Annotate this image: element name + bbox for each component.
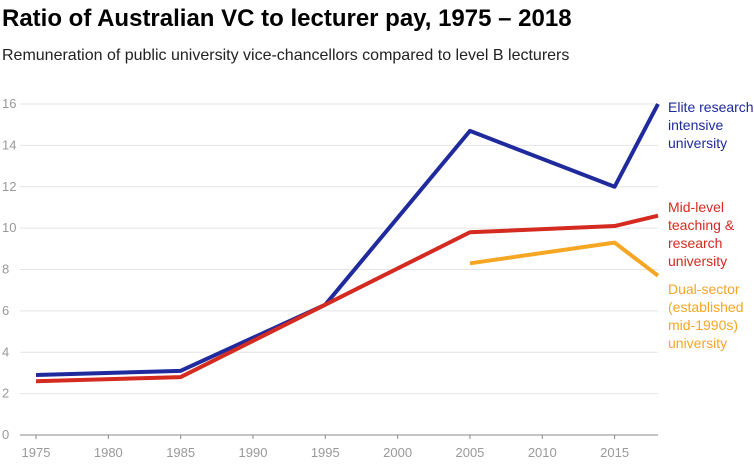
y-tick-label: 6 bbox=[2, 303, 9, 318]
x-tick-label: 2015 bbox=[600, 445, 629, 460]
y-tick-label: 14 bbox=[2, 137, 16, 152]
y-tick-label: 4 bbox=[2, 344, 9, 359]
y-tick-label: 10 bbox=[2, 220, 16, 235]
series-line bbox=[35, 213, 659, 384]
x-tick-label: 1990 bbox=[239, 445, 268, 460]
y-tick-label: 8 bbox=[2, 262, 9, 277]
x-tick-label: 1975 bbox=[22, 445, 51, 460]
x-tick-label: 1980 bbox=[94, 445, 123, 460]
x-tick-label: 2005 bbox=[455, 445, 484, 460]
x-tick-label: 1985 bbox=[166, 445, 195, 460]
series-line bbox=[469, 240, 660, 278]
y-tick-label: 12 bbox=[2, 179, 16, 194]
chart-title: Ratio of Australian VC to lecturer pay, … bbox=[2, 5, 572, 32]
chart-subtitle: Remuneration of public university vice-c… bbox=[2, 47, 569, 64]
x-tick-label: 2000 bbox=[383, 445, 412, 460]
legend-label: Dual-sector (established mid-1990s) univ… bbox=[668, 281, 744, 351]
y-tick-label: 16 bbox=[2, 96, 16, 111]
legend-label: Mid-level teaching & research university bbox=[668, 199, 735, 269]
y-tick-label: 0 bbox=[2, 427, 9, 442]
x-tick-label: 2010 bbox=[528, 445, 557, 460]
y-tick-label: 2 bbox=[2, 386, 9, 401]
x-tick-label: 1995 bbox=[311, 445, 340, 460]
legend-label: Elite research-intensive university bbox=[668, 99, 754, 151]
series-line bbox=[35, 103, 660, 378]
